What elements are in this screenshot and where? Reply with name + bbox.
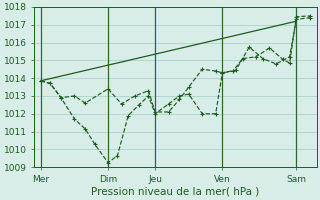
X-axis label: Pression niveau de la mer( hPa ): Pression niveau de la mer( hPa ) [91, 187, 260, 197]
